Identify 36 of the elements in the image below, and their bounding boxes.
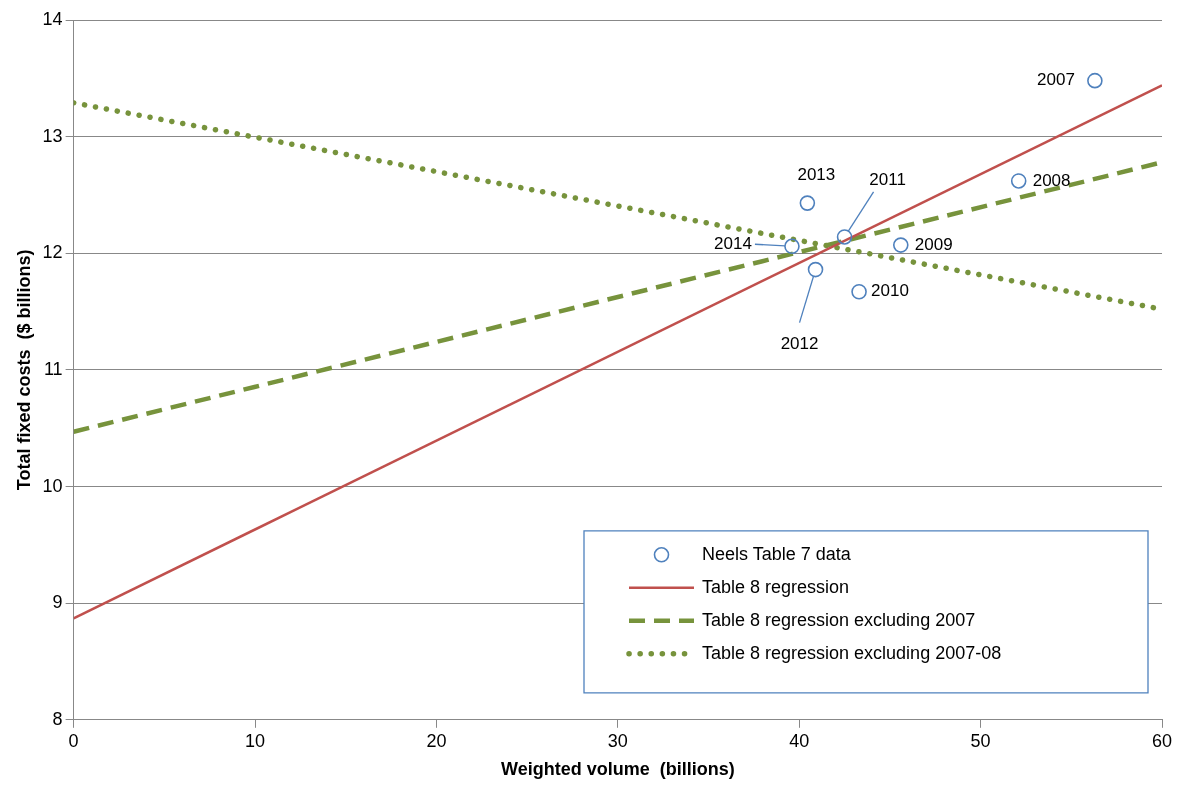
y-tick-label: 10 (42, 475, 63, 496)
y-tick-label: 14 (42, 8, 63, 29)
legend-label: Table 8 regression excluding 2007 (702, 609, 976, 630)
x-tick-label: 40 (789, 730, 810, 751)
x-tick-label: 50 (970, 730, 991, 751)
annotation: 2013 (797, 164, 836, 184)
point (836, 229, 853, 245)
y-tick-label: 8 (52, 708, 63, 729)
legend-label: Table 8 regression excluding 2007-08 (702, 642, 1002, 663)
point (1010, 173, 1027, 189)
annotation: 2008 (1032, 170, 1071, 190)
x-axis-title: Weighted volume (billions) (500, 759, 735, 780)
x-tick-label: 30 (607, 730, 628, 751)
point (784, 238, 800, 255)
point (851, 283, 867, 300)
x-tick-label: 20 (426, 730, 447, 751)
annotation: 2012 (780, 334, 819, 354)
legend-label: Neels Table 7 data (702, 543, 852, 564)
annotation: 2010 (871, 281, 909, 301)
point (807, 261, 824, 278)
legend-label: Table 8 regression (702, 576, 850, 597)
y-axis-title: Total fixed costs ($ billions) (13, 249, 34, 491)
y-tick-label: 11 (43, 358, 63, 379)
y-tick-label: 9 (52, 592, 63, 613)
x-tick-label: 0 (68, 730, 79, 751)
x-tick-label: 60 (1151, 730, 1173, 751)
annotation: 2014 (714, 233, 752, 253)
point (892, 237, 909, 253)
point (799, 195, 816, 211)
x-tick-label: 10 (245, 730, 266, 751)
point (1087, 72, 1103, 89)
y-tick-label: 13 (42, 125, 63, 146)
annotation: 2011 (869, 169, 906, 189)
y-tick-label: 12 (42, 242, 63, 263)
annotation: 2007 (1037, 70, 1075, 90)
annotation: 2009 (914, 234, 953, 254)
